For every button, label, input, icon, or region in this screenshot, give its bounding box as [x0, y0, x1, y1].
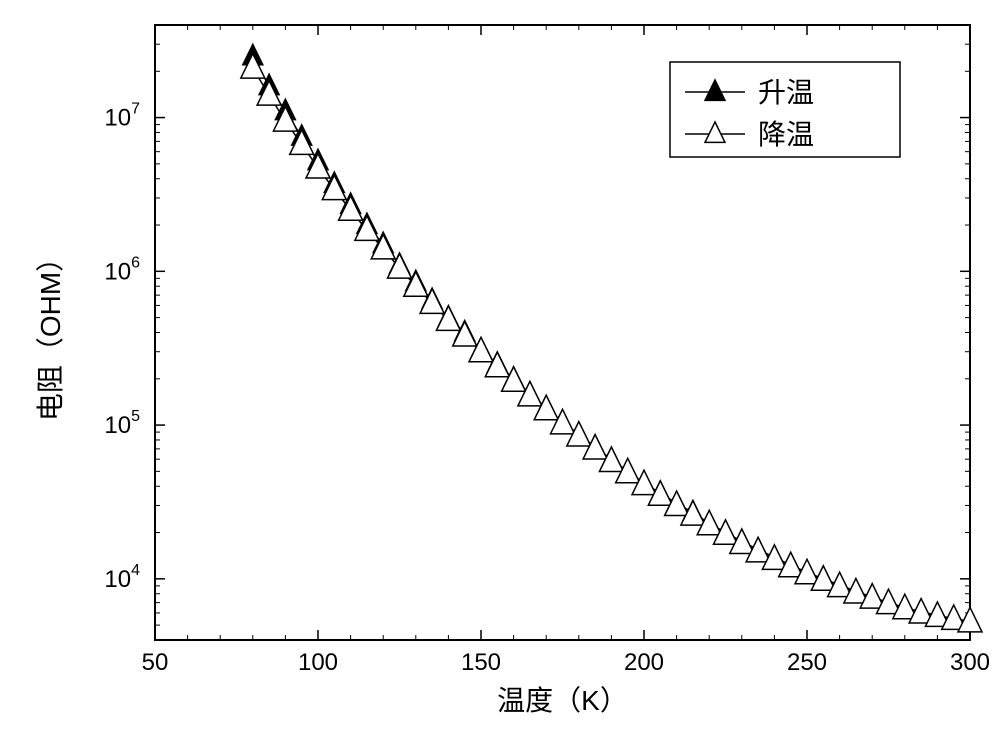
- y-tick-label: 106: [104, 254, 140, 285]
- x-tick-label: 50: [142, 649, 169, 676]
- x-tick-label: 250: [787, 649, 827, 676]
- x-tick-label: 300: [950, 649, 990, 676]
- legend-label: 降温: [758, 119, 814, 150]
- x-axis-label: 温度（K）: [497, 685, 628, 716]
- chart-svg: 50 100 150 200 250 300 104 105 106 107 温度（K） 电阻（OHM…: [0, 0, 1000, 745]
- y-axis-label: 电阻（OHM）: [35, 244, 66, 421]
- legend-label: 升温: [758, 77, 814, 108]
- y-tick-label: 107: [104, 101, 140, 132]
- chart-container: 50 100 150 200 250 300 104 105 106 107 温度（K） 电阻（OHM…: [0, 0, 1000, 745]
- x-tick-label: 150: [461, 649, 501, 676]
- y-tick-label: 104: [104, 562, 140, 593]
- y-tick-label: 105: [104, 408, 140, 439]
- x-tick-label: 100: [298, 649, 338, 676]
- data-marker: [241, 54, 265, 78]
- x-tick-label: 200: [624, 649, 664, 676]
